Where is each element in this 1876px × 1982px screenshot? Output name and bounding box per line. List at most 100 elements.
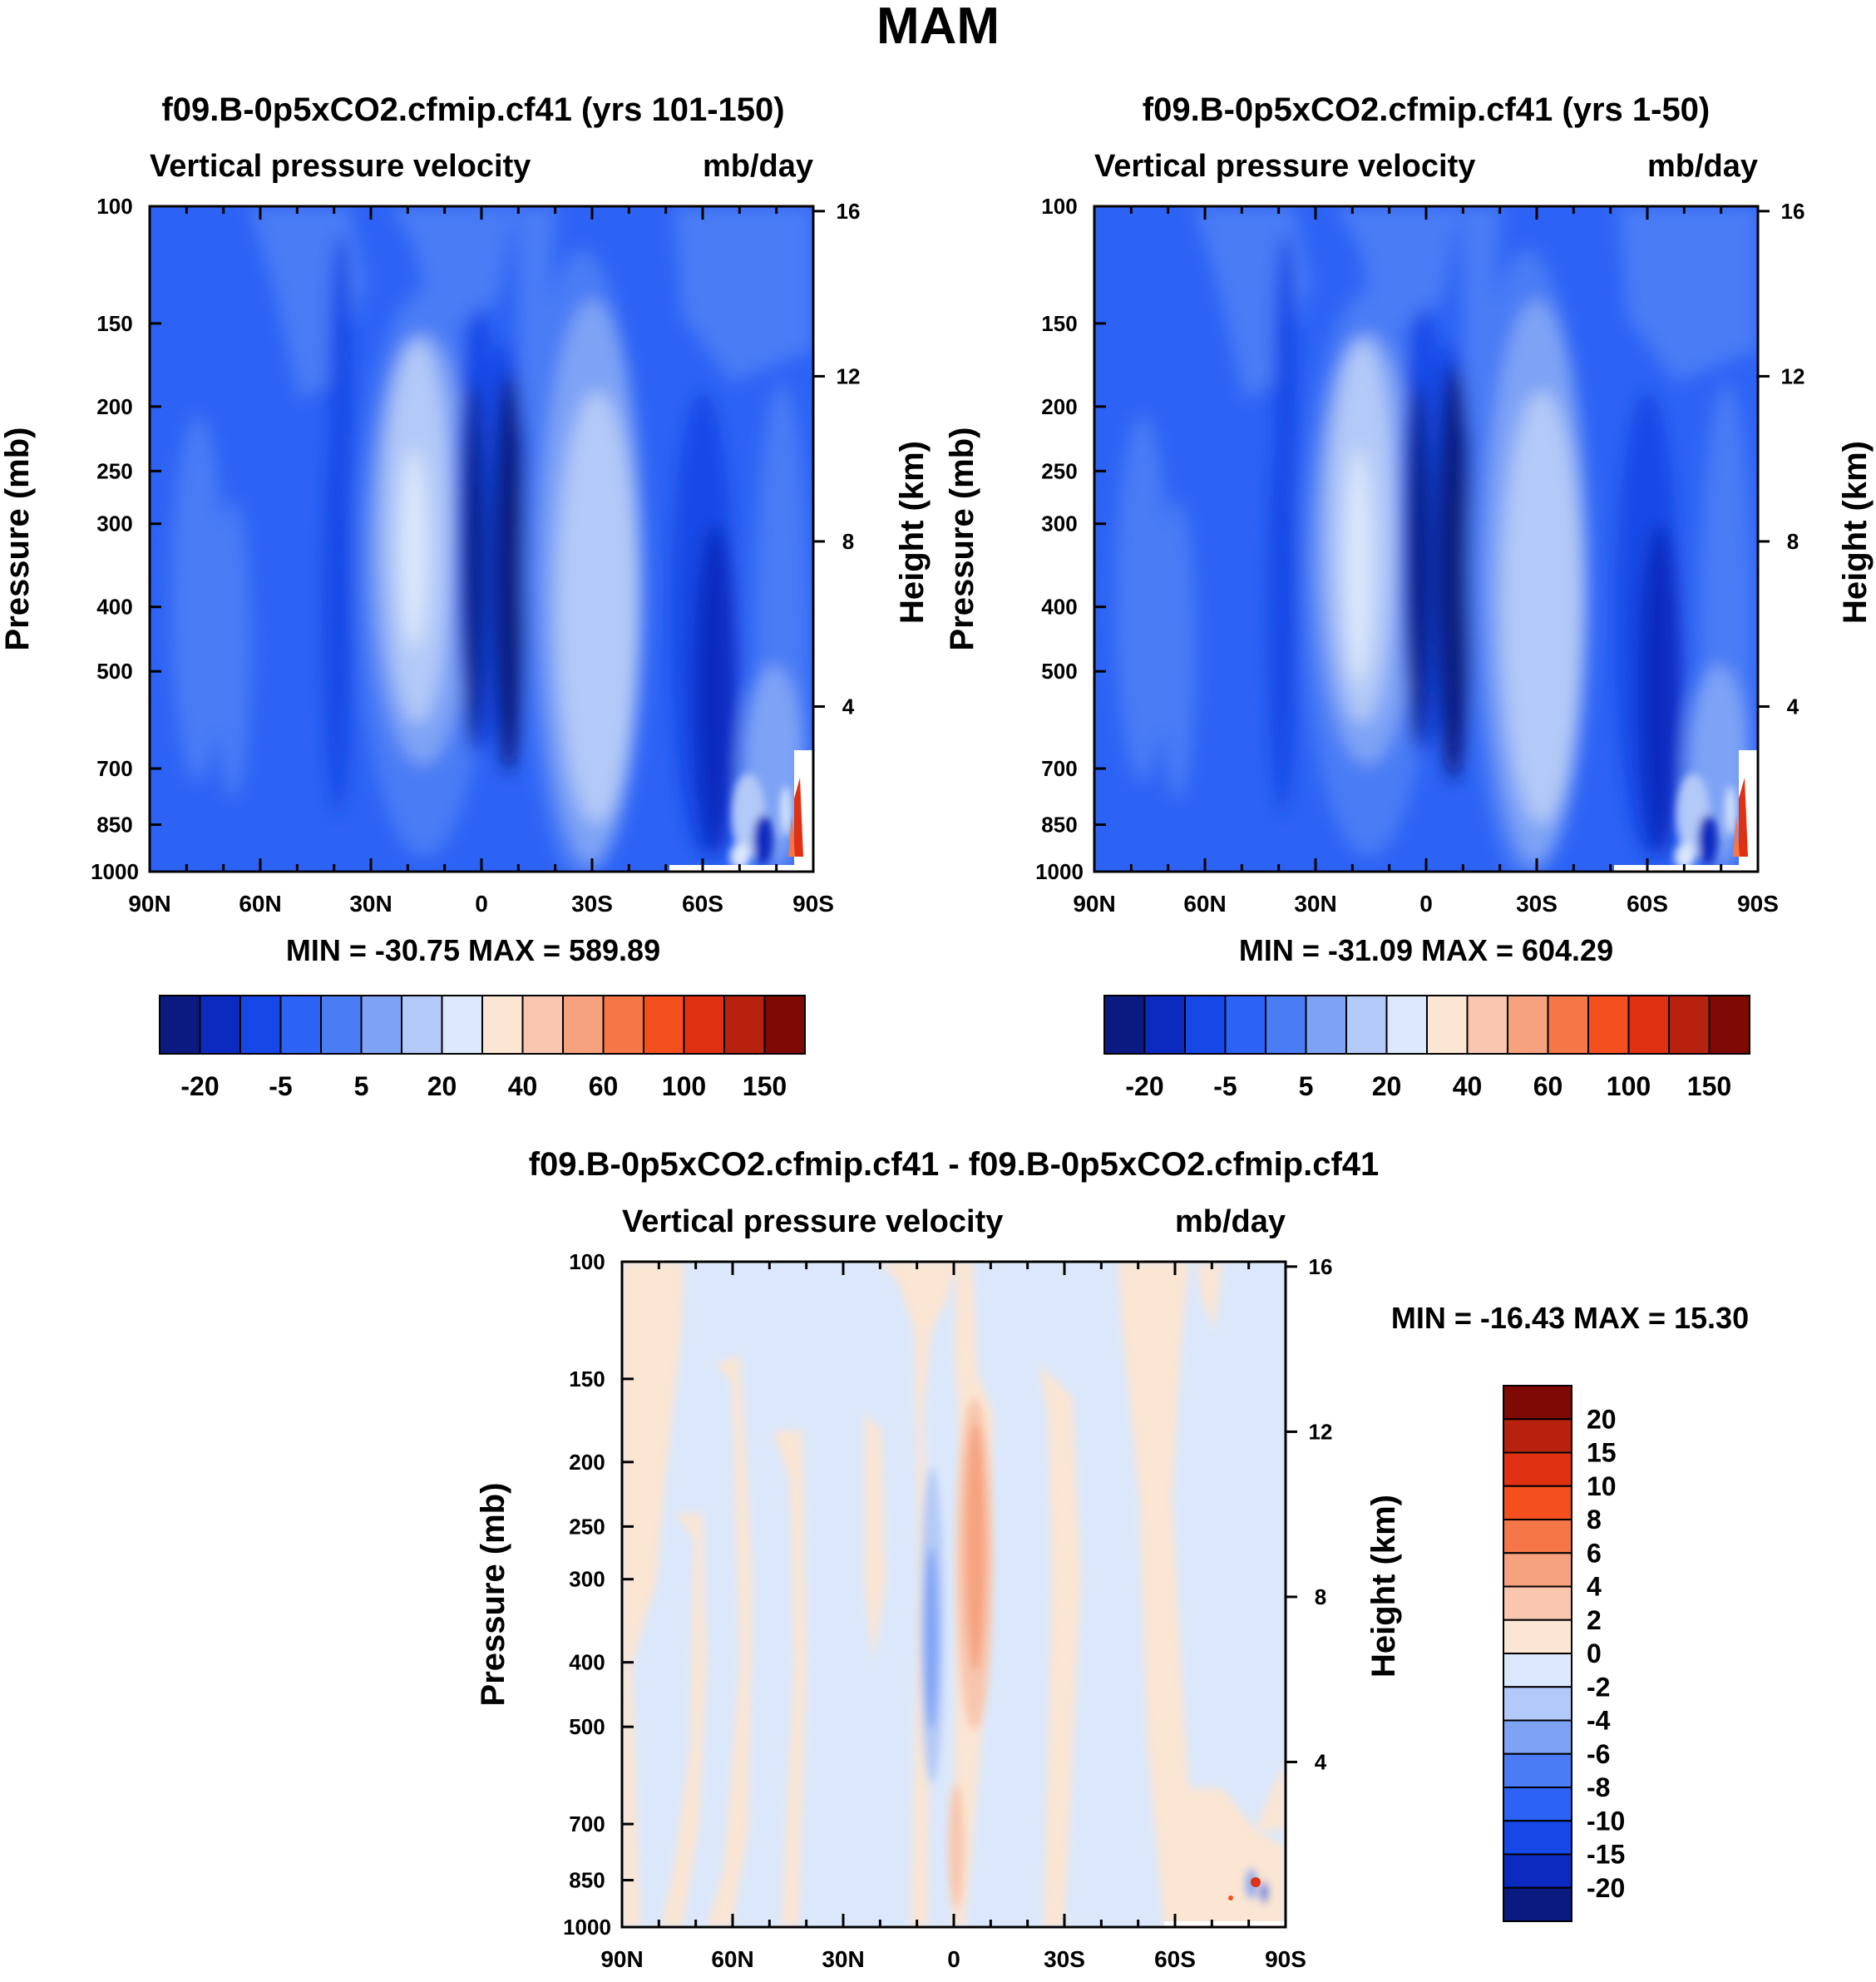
panel-1-colorbar-box xyxy=(401,995,443,1055)
panel-3-ytick-label: 700 xyxy=(569,1811,605,1836)
panel-2-xtick-label: 30S xyxy=(1516,891,1558,917)
panel-2-ytick-label: 400 xyxy=(1041,595,1077,620)
panel-3-colorbar-label: 2 xyxy=(1587,1605,1602,1635)
panel-2-colorbar-box xyxy=(1143,995,1186,1055)
panel-3-colorbar-box xyxy=(1503,1719,1572,1755)
panel-3-colorbar-label: 10 xyxy=(1587,1471,1617,1501)
panel-3-xtick-label: 0 xyxy=(947,1946,960,1972)
panel-1-ytick-label: 700 xyxy=(96,756,132,781)
panel-2-ytick-label: 300 xyxy=(1041,512,1077,536)
panel-2-colorbar-box xyxy=(1224,995,1266,1055)
panel-1-colorbar-box xyxy=(521,995,564,1055)
panel-3-colorbar-box xyxy=(1503,1552,1572,1588)
panel-2-colorbar-box xyxy=(1466,995,1508,1055)
panel-2-colorbar-label: 60 xyxy=(1533,1071,1563,1101)
panel-3-colorbar-box xyxy=(1503,1853,1572,1889)
panel-3-title: f09.B-0p5xCO2.cfmip.cf41 - f09.B-0p5xCO2… xyxy=(529,1146,1380,1183)
panel-1-ytick-label: 400 xyxy=(96,595,132,620)
panel-2-colorbar-box xyxy=(1305,995,1347,1055)
panel-1-colorbar-label: 20 xyxy=(427,1071,457,1101)
panel-1-title: f09.B-0p5xCO2.cfmip.cf41 (yrs 101-150) xyxy=(161,91,784,128)
panel-1-ytick-label: 150 xyxy=(96,311,132,336)
panel-3-colorbar-box xyxy=(1503,1519,1572,1554)
panel-3-height-tick-label: 12 xyxy=(1309,1419,1333,1444)
panel-3-colorbar-label: 15 xyxy=(1587,1438,1617,1468)
panel-2-colorbar-label: 5 xyxy=(1299,1071,1314,1101)
panel-3-colorbar-label: -4 xyxy=(1587,1706,1611,1736)
panel-2-colorbar-label: -20 xyxy=(1125,1071,1163,1101)
panel-3-colorbar-box xyxy=(1503,1686,1572,1722)
panel-1-colorbar-label: 100 xyxy=(662,1071,706,1101)
panel-3-colorbar-label: 6 xyxy=(1587,1538,1602,1568)
panel-2-ytick-label: 500 xyxy=(1041,659,1077,684)
panel-1-ytick-label: 100 xyxy=(96,194,132,219)
panel-2-xtick-label: 0 xyxy=(1419,891,1433,917)
panel-2-ytick-label: 850 xyxy=(1041,813,1077,838)
panel-1-ytick-label: 1000 xyxy=(91,859,139,884)
panel-1-ytick-label: 200 xyxy=(96,394,132,419)
panel-3-height-tick-label: 16 xyxy=(1309,1254,1333,1279)
panel-1-variable-label: Vertical pressure velocity xyxy=(150,149,531,184)
panel-1-height-tick-label: 16 xyxy=(837,199,861,224)
panel-1-ylabel: Pressure (mb) xyxy=(0,428,36,651)
panel-1-units-label: mb/day xyxy=(703,149,813,184)
panel-3-colorbar-box xyxy=(1503,1653,1572,1688)
panel-3-xtick-label: 90S xyxy=(1265,1946,1306,1972)
panel-3-xtick-label: 90N xyxy=(600,1946,643,1972)
panel-1-colorbar-box xyxy=(723,995,766,1055)
panel-3-xtick-label: 30S xyxy=(1044,1946,1085,1972)
panel-2-colorbar-box xyxy=(1587,995,1630,1055)
panel-3-colorbar-box xyxy=(1503,1418,1572,1454)
panel-1-colorbar: -20 -5 5 20 40 60 100 150 xyxy=(159,995,806,1101)
panel-2-colorbar-box xyxy=(1627,995,1670,1055)
panel-2-colorbar-box xyxy=(1345,995,1388,1055)
panel-1-colorbar-box xyxy=(320,995,363,1055)
panel-2-axes: 100 150 200 250 300 400 500 700 850 1000 16 12 8 4 90N… xyxy=(1035,194,1804,917)
panel-3-colorbar-label: -10 xyxy=(1587,1806,1625,1836)
panel-3-colorbar-label: 4 xyxy=(1587,1572,1602,1602)
panel-1-xtick-label: 60N xyxy=(239,891,281,917)
panel-3-ytick-label: 200 xyxy=(569,1450,605,1475)
panel-2-colorbar-box xyxy=(1184,995,1227,1055)
panel-2-colorbar-box xyxy=(1103,995,1146,1055)
panel-2-ylabel-right: Height (km) xyxy=(1837,441,1874,624)
panel-3-colorbar-label: -8 xyxy=(1587,1772,1610,1802)
panel-2-variable-label: Vertical pressure velocity xyxy=(1094,149,1475,184)
panel-3-colorbar-box xyxy=(1503,1585,1572,1621)
panel-2-ytick-label: 1000 xyxy=(1035,859,1084,884)
panel-2-xtick-label: 60N xyxy=(1183,891,1226,917)
panel-1-colorbar-box xyxy=(360,995,402,1055)
panel-2-ytick-label: 100 xyxy=(1041,194,1077,219)
panel-2-colorbar-box xyxy=(1265,995,1307,1055)
panel-3-colorbar-box xyxy=(1503,1886,1572,1922)
panel-3-ytick-label: 500 xyxy=(569,1714,605,1739)
panel-2-height-tick-label: 16 xyxy=(1781,199,1805,224)
panel-1-field xyxy=(150,206,813,872)
panel-2-xtick-label: 60S xyxy=(1627,891,1668,917)
panel-2-colorbar-label: 150 xyxy=(1687,1071,1731,1101)
panel-1-colorbar-box xyxy=(562,995,605,1055)
panel-3-ytick-label: 100 xyxy=(569,1249,605,1274)
panel-3-colorbar-box xyxy=(1503,1619,1572,1654)
panel-1: f09.B-0p5xCO2.cfmip.cf41 (yrs 101-150) V… xyxy=(0,91,931,1101)
panel-1-colorbar-label: 5 xyxy=(354,1071,369,1101)
panel-3-units-label: mb/day xyxy=(1175,1204,1286,1239)
panel-1-colorbar-box xyxy=(441,995,483,1055)
panel-3-colorbar-label: -6 xyxy=(1587,1739,1610,1769)
panel-1-colorbar-box xyxy=(602,995,644,1055)
panel-1-colorbar-label: 40 xyxy=(508,1071,538,1101)
panel-1-xtick-label: 90N xyxy=(128,891,170,917)
panel-3-ytick-label: 300 xyxy=(569,1567,605,1592)
panel-1-axes: 100 150 200 250 300 400 500 700 850 1000 16 12 8 4 90N… xyxy=(91,194,860,917)
panel-2-colorbar-box xyxy=(1385,995,1428,1055)
panel-2-colorbar-box xyxy=(1547,995,1589,1055)
panel-3-ytick-label: 1000 xyxy=(563,1915,611,1940)
panel-1-height-tick-label: 4 xyxy=(842,694,855,719)
panel-2: f09.B-0p5xCO2.cfmip.cf41 (yrs 1-50) Vert… xyxy=(944,91,1874,1101)
panel-2-title: f09.B-0p5xCO2.cfmip.cf41 (yrs 1-50) xyxy=(1143,91,1711,128)
panel-1-colorbar-box xyxy=(763,995,806,1055)
panel-1-ytick-label: 500 xyxy=(96,659,132,684)
panel-2-colorbar-label: -5 xyxy=(1213,1071,1237,1101)
